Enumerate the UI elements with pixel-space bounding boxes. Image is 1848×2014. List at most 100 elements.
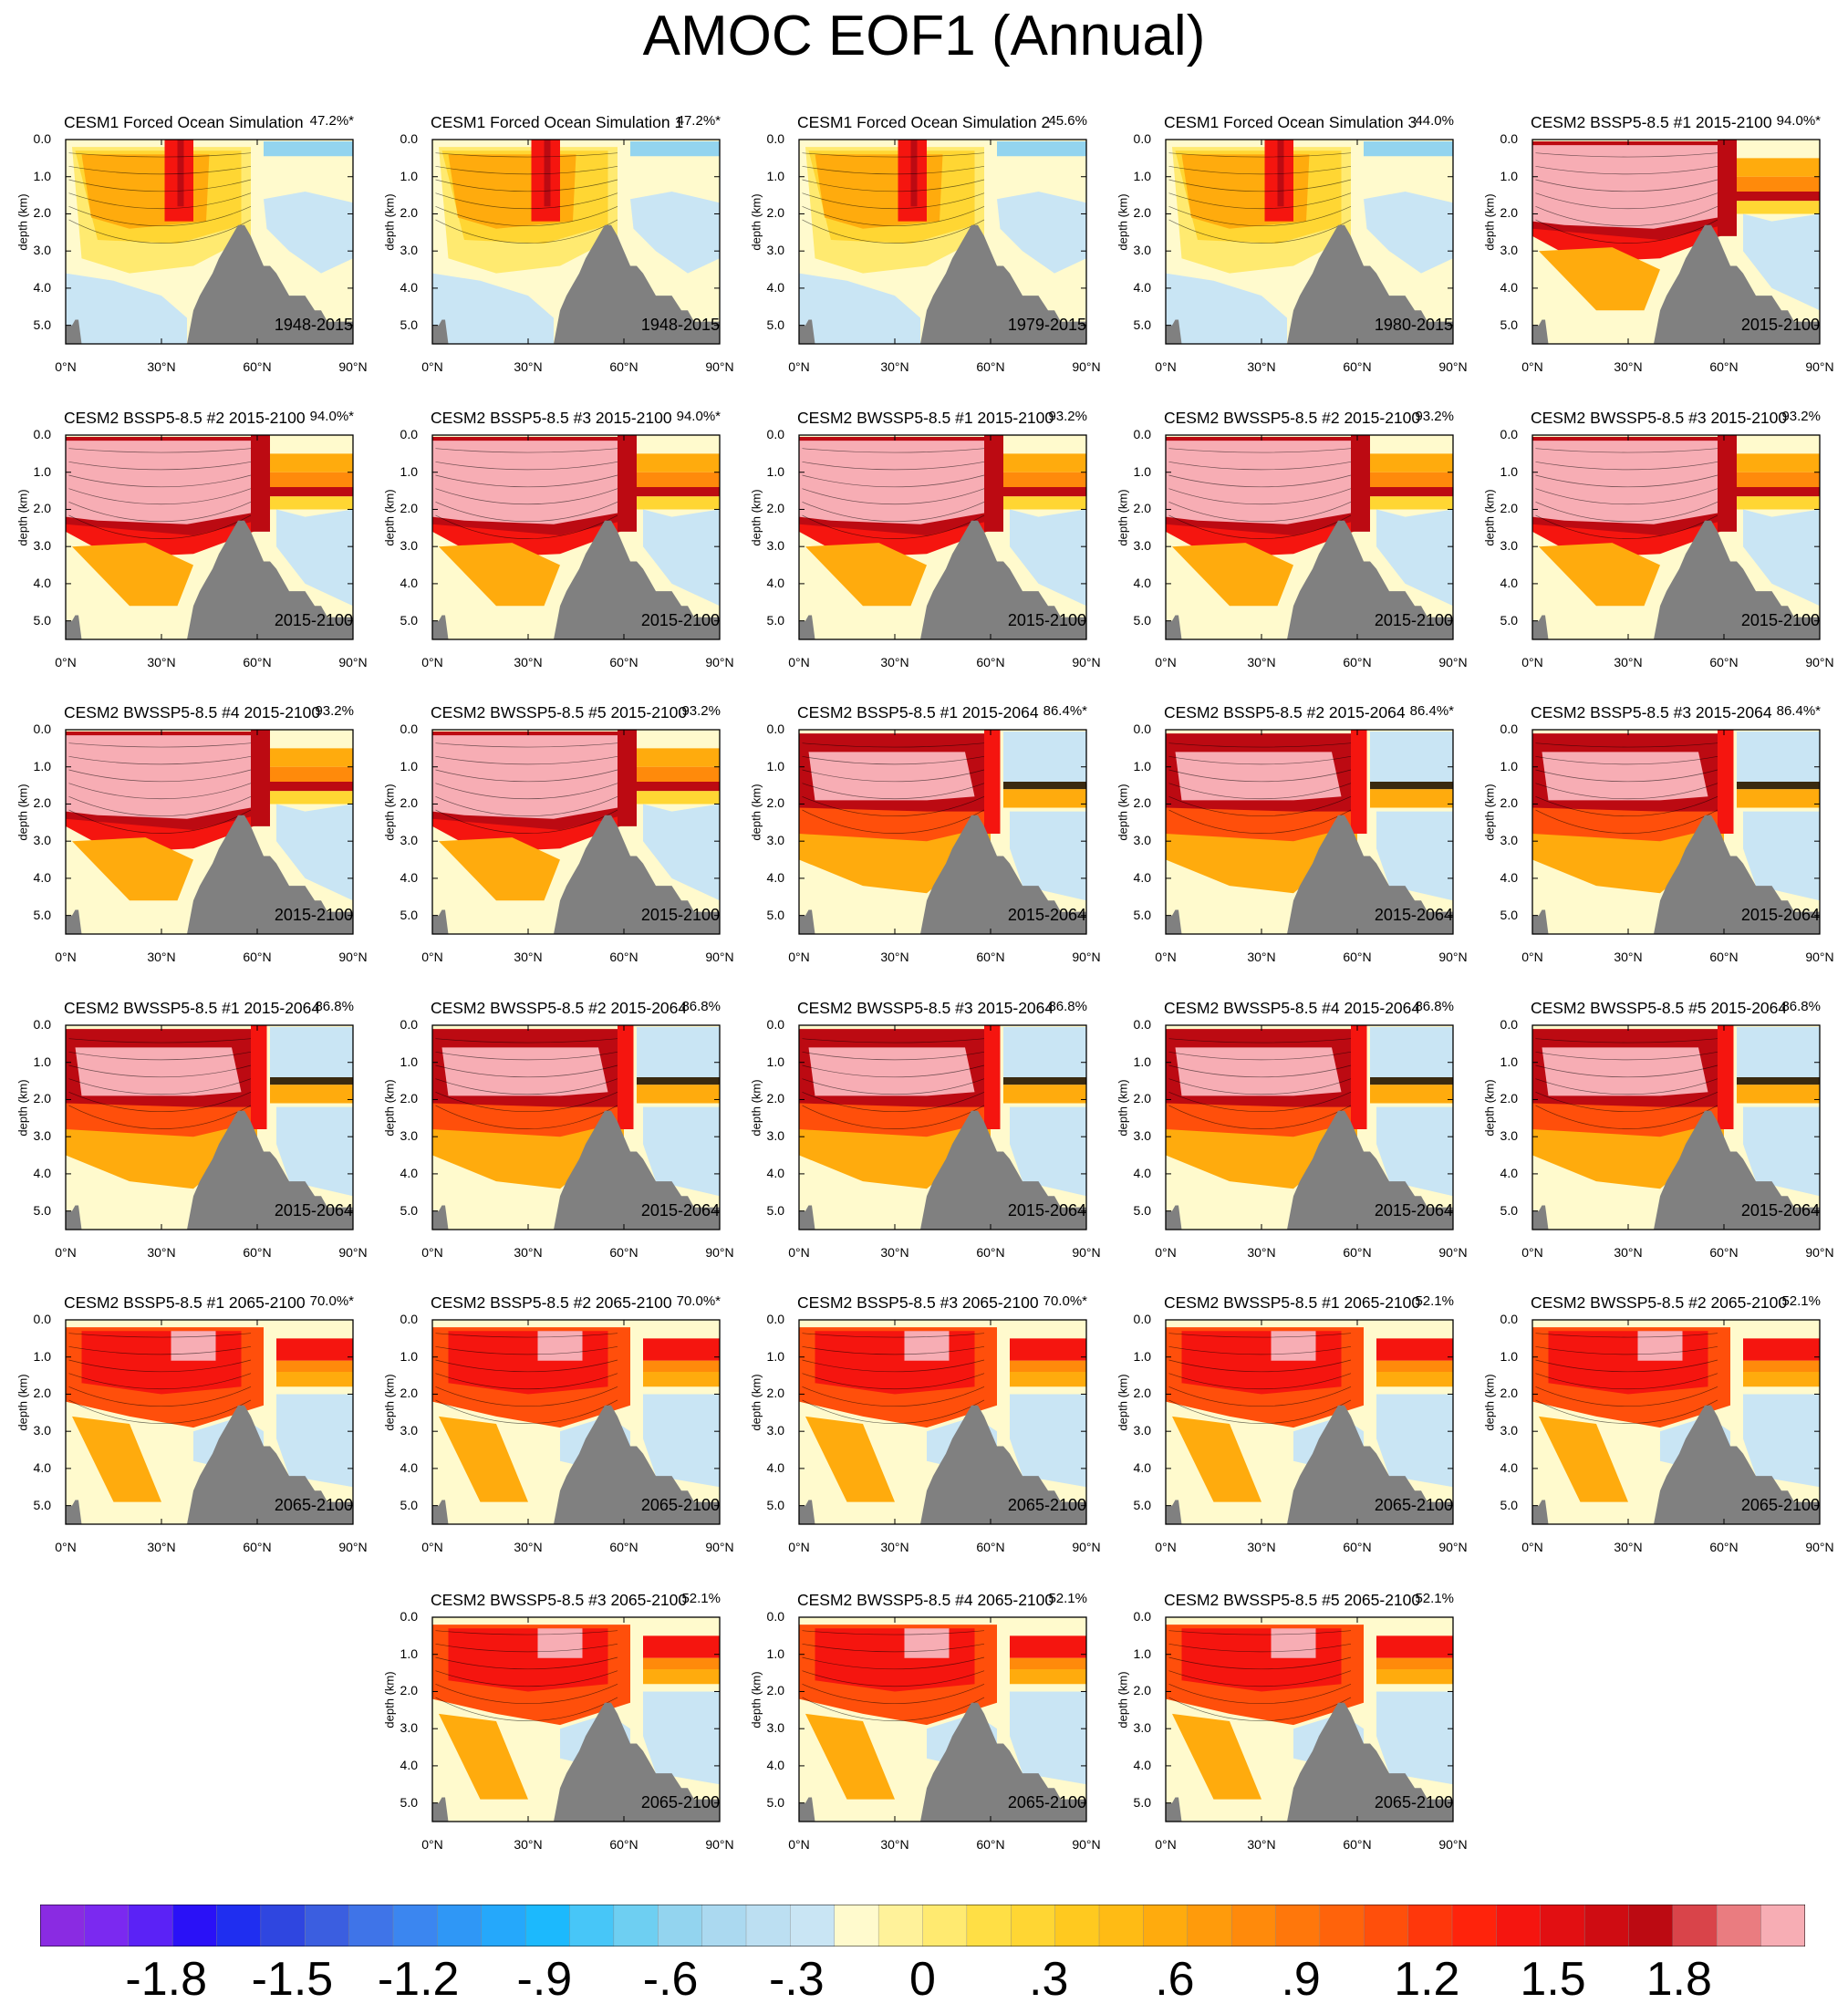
boundary-column bbox=[1718, 1025, 1734, 1129]
contour-line bbox=[1168, 1038, 1352, 1043]
contour-line bbox=[435, 1630, 618, 1635]
panel-variance: 86.4%* bbox=[1409, 703, 1454, 719]
x-tick-label: 0°N bbox=[55, 950, 77, 964]
negative-region-deep bbox=[432, 273, 554, 344]
bathymetry-land bbox=[1532, 1110, 1820, 1230]
panel-title: CESM2 BSSP5-8.5 #3 2015-2064 bbox=[1531, 703, 1772, 722]
contour-line bbox=[68, 795, 252, 816]
band-1 bbox=[264, 453, 353, 472]
negative-region bbox=[276, 804, 353, 901]
panel-variance: 86.8% bbox=[681, 999, 721, 1014]
negative-region-north bbox=[1743, 1394, 1820, 1488]
negative-region bbox=[1743, 811, 1820, 901]
contour-line bbox=[435, 755, 618, 765]
contour-line bbox=[1168, 1656, 1352, 1670]
panel-variance: 93.2% bbox=[681, 703, 721, 719]
contour-line bbox=[1535, 1091, 1718, 1112]
contour-line bbox=[802, 1333, 985, 1338]
panel-variance: 70.0%* bbox=[676, 1293, 721, 1309]
boundary-column bbox=[1351, 1025, 1367, 1129]
y-tick-label: 0.0 bbox=[33, 1312, 51, 1326]
panel-title: CESM2 BSSP5-8.5 #2 2015-2064 bbox=[1164, 703, 1406, 722]
contour-line bbox=[802, 474, 985, 488]
panel-variance: 86.8% bbox=[1781, 999, 1821, 1014]
x-tick-label: 90°N bbox=[1438, 655, 1468, 670]
contour-lines bbox=[1535, 1038, 1718, 1129]
plot-frame bbox=[1165, 729, 1454, 935]
bathymetry-land bbox=[1166, 1702, 1453, 1822]
y-tick-label: 4.0 bbox=[766, 1459, 784, 1475]
panel-period: 2015-2064 bbox=[1740, 906, 1820, 924]
y-tick-label: 4.0 bbox=[1500, 279, 1518, 295]
contour-line bbox=[1168, 1105, 1352, 1129]
y-tick-label: 0.0 bbox=[766, 722, 784, 736]
positive-region-core bbox=[1637, 1331, 1683, 1361]
y-tick-label: 5.0 bbox=[1500, 1497, 1518, 1512]
y-tick-label: 5.0 bbox=[400, 1794, 418, 1810]
band-orange bbox=[1737, 1085, 1820, 1104]
deep-positive bbox=[439, 837, 560, 901]
y-tick-label: 2.0 bbox=[766, 795, 784, 811]
band-1 bbox=[1376, 1338, 1453, 1361]
panel-plot bbox=[65, 434, 354, 640]
x-tick-label: 0°N bbox=[421, 1245, 443, 1260]
eof-panel: CESM2 BSSP5-8.5 #3 2015-2100 94.0%* 2015-2… bbox=[367, 409, 734, 707]
contour-line bbox=[435, 474, 618, 488]
y-tick-label: 3.0 bbox=[1133, 243, 1151, 258]
band-1 bbox=[1730, 158, 1820, 177]
y-tick-label: 5.0 bbox=[766, 907, 784, 922]
x-tick-label: 0°N bbox=[1155, 655, 1177, 670]
y-tick-label: 3.0 bbox=[33, 833, 51, 848]
convection-core bbox=[544, 140, 551, 207]
band-3 bbox=[264, 487, 353, 497]
contour-line bbox=[68, 1399, 252, 1424]
panel-title: CESM2 BWSSP5-8.5 #1 2015-2100 bbox=[797, 409, 1054, 427]
bathymetry-land bbox=[1166, 1405, 1453, 1524]
negative-region-north bbox=[1010, 1691, 1086, 1785]
x-tick-label: 60°N bbox=[976, 950, 1005, 964]
band-4 bbox=[1730, 496, 1820, 510]
contour-line bbox=[68, 809, 252, 834]
negative-region-north bbox=[643, 1691, 720, 1785]
colorbar-label: -.9 bbox=[516, 1953, 573, 2006]
bathymetry-land bbox=[1532, 520, 1820, 639]
eof-panel: CESM2 BWSSP5-8.5 #1 2015-2064 86.8% 2015-2… bbox=[0, 999, 368, 1297]
bathymetry-land bbox=[1532, 815, 1820, 934]
colorbar bbox=[40, 1905, 1805, 1947]
plot-frame bbox=[1531, 1024, 1821, 1230]
colorbar-box bbox=[1760, 1905, 1805, 1947]
contour-line bbox=[1535, 795, 1718, 816]
colorbar-box bbox=[524, 1905, 571, 1947]
contour-line bbox=[1535, 205, 1718, 226]
band-1 bbox=[1010, 1338, 1086, 1361]
contour-line bbox=[435, 1399, 618, 1424]
eof-panel: CESM2 BSSP5-8.5 #2 2065-2100 70.0%* 2065-2… bbox=[367, 1293, 734, 1592]
contour-line bbox=[802, 219, 985, 244]
panel-period: 2065-2100 bbox=[1007, 1496, 1086, 1514]
band-1 bbox=[1376, 1635, 1453, 1658]
y-tick-label: 5.0 bbox=[33, 1202, 51, 1218]
boundary-column bbox=[618, 730, 637, 826]
contour-line bbox=[1168, 1386, 1352, 1407]
panel-variance: 52.1% bbox=[1415, 1293, 1454, 1309]
colorbar-box bbox=[305, 1905, 350, 1947]
panel-variance: 52.1% bbox=[1781, 1293, 1821, 1309]
y-tick-label: 1.0 bbox=[1133, 168, 1151, 183]
colorbar-box bbox=[745, 1905, 791, 1947]
contour-line bbox=[1168, 192, 1352, 210]
band-2 bbox=[630, 766, 720, 782]
contour-line bbox=[68, 783, 252, 800]
panel-period: 2015-2100 bbox=[640, 611, 720, 629]
panel-title: CESM2 BSSP5-8.5 #2 2065-2100 bbox=[431, 1293, 672, 1312]
contour-line bbox=[1168, 501, 1352, 522]
y-tick-label: 4.0 bbox=[400, 575, 418, 590]
x-tick-label: 0°N bbox=[1155, 1245, 1177, 1260]
panel-period: 2015-2064 bbox=[1740, 1201, 1820, 1220]
contour-line bbox=[1168, 809, 1352, 834]
contour-line bbox=[1535, 1399, 1718, 1424]
band-3 bbox=[1376, 1669, 1453, 1685]
x-tick-label: 90°N bbox=[1438, 1245, 1468, 1260]
contour-line bbox=[435, 461, 618, 471]
y-tick-label: 0.0 bbox=[1133, 427, 1151, 441]
contour-line bbox=[435, 1359, 618, 1373]
